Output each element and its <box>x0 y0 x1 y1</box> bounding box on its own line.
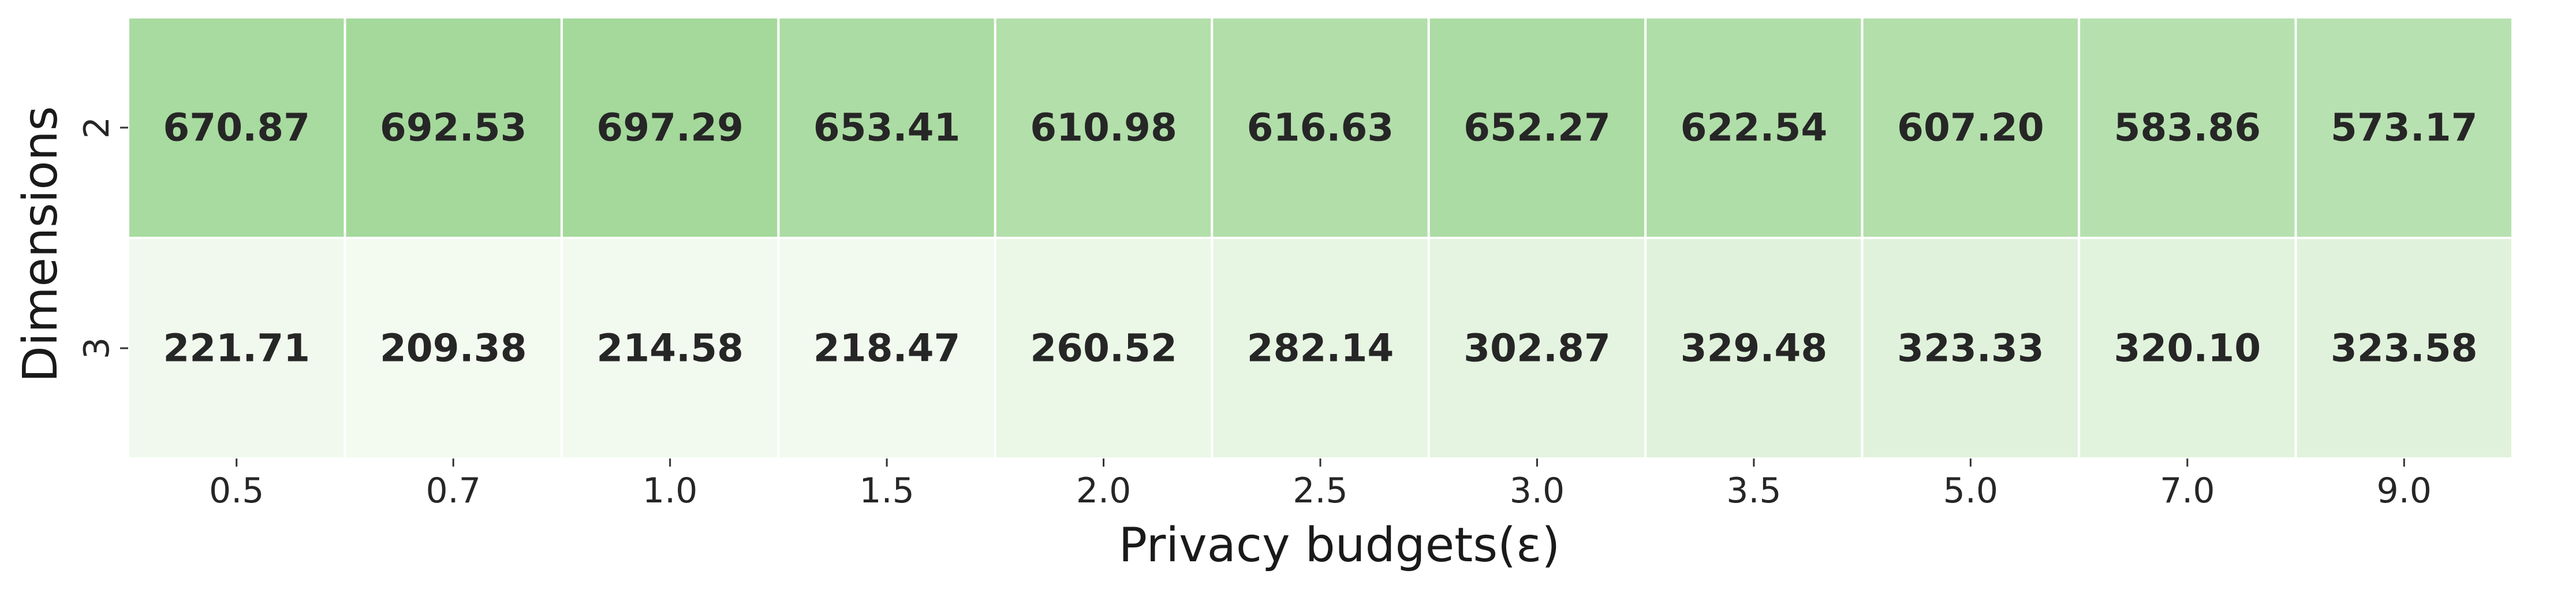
heatmap-cell <box>127 237 346 460</box>
x-tick-label: 0.5 <box>209 471 264 511</box>
heatmap-cell <box>560 16 780 239</box>
x-tick-labels: 0.5 0.7 1.0 1.5 2.0 2.5 3.0 3.5 5.0 7.0 9.0 <box>209 458 2432 511</box>
cell-value-label: 670.87 <box>163 106 310 150</box>
cell-value-label: 329.48 <box>1681 326 1828 371</box>
cell-value-label: 260.52 <box>1030 326 1177 371</box>
cell-value-label: 323.33 <box>1897 326 2044 371</box>
cell-value-label: 282.14 <box>1247 326 1394 371</box>
heatmap-cell <box>777 16 996 239</box>
cell-value-label: 583.86 <box>2114 106 2261 150</box>
cell-value-label: 622.54 <box>1681 106 1828 150</box>
cell-value-label: 302.87 <box>1464 326 1611 371</box>
x-tick-label: 9.0 <box>2377 471 2432 511</box>
cell-value-label: 214.58 <box>596 326 744 371</box>
cell-value-label: 692.53 <box>380 106 527 150</box>
x-tick-label: 7.0 <box>2160 471 2215 511</box>
x-tick-label: 2.5 <box>1293 471 1347 511</box>
x-tick-label: 5.0 <box>1943 471 1998 511</box>
heatmap-cell <box>2294 16 2514 239</box>
heatmap-cell <box>2078 237 2297 460</box>
heatmap-cell <box>1644 16 1864 239</box>
heatmap-cell <box>994 16 1214 239</box>
cell-value-label: 221.71 <box>163 326 310 371</box>
y-axis-label: Dimensions <box>13 106 68 383</box>
cell-value-label: 209.38 <box>380 326 527 371</box>
heatmap-cell <box>560 237 780 460</box>
x-tick-label: 0.7 <box>425 471 480 511</box>
heatmap-cell <box>777 237 996 460</box>
y-tick-label: 2 <box>77 117 117 139</box>
cell-value-label: 218.47 <box>813 326 961 371</box>
y-tick-label: 3 <box>77 337 117 359</box>
heatmap-cell <box>1211 16 1430 239</box>
heatmap-cell <box>994 237 1214 460</box>
cell-value-label: 610.98 <box>1030 106 1177 150</box>
cell-value-label: 616.63 <box>1247 106 1394 150</box>
x-tick-label: 3.0 <box>1510 471 1565 511</box>
cell-value-label: 607.20 <box>1897 106 2044 150</box>
x-tick-label: 3.5 <box>1726 471 1781 511</box>
cell-value-label: 320.10 <box>2114 326 2261 371</box>
cell-value-label: 652.27 <box>1464 106 1611 150</box>
heatmap-cell <box>127 16 346 239</box>
heatmap-cell <box>1644 237 1864 460</box>
heatmap-cell <box>1861 237 2081 460</box>
cell-value-label: 323.58 <box>2331 326 2478 371</box>
heatmap-cell <box>344 16 563 239</box>
heatmap-cell <box>2294 237 2514 460</box>
x-axis-label: Privacy budgets(ε) <box>1119 518 1560 573</box>
heatmap-cell <box>1211 237 1430 460</box>
cell-value-label: 697.29 <box>596 106 744 150</box>
cell-value-label: 573.17 <box>2331 106 2478 150</box>
heatmap-cell <box>1427 237 1647 460</box>
cell-value-label: 653.41 <box>813 106 961 150</box>
x-tick-label: 1.5 <box>859 471 914 511</box>
heatmap-cells: 670.87 692.53 697.29 653.41 610.98 616.63 652.… <box>127 16 2514 460</box>
y-tick-labels: 23 <box>77 117 128 359</box>
x-tick-label: 2.0 <box>1076 471 1131 511</box>
heatmap-cell <box>344 237 563 460</box>
heatmap-cell <box>2078 16 2297 239</box>
x-tick-label: 1.0 <box>643 471 697 511</box>
